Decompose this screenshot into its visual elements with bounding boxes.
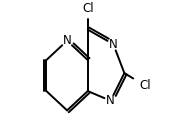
Text: N: N bbox=[109, 38, 118, 51]
Text: N: N bbox=[63, 34, 71, 47]
Text: N: N bbox=[106, 94, 115, 107]
Text: Cl: Cl bbox=[82, 2, 94, 15]
Text: Cl: Cl bbox=[139, 79, 151, 92]
